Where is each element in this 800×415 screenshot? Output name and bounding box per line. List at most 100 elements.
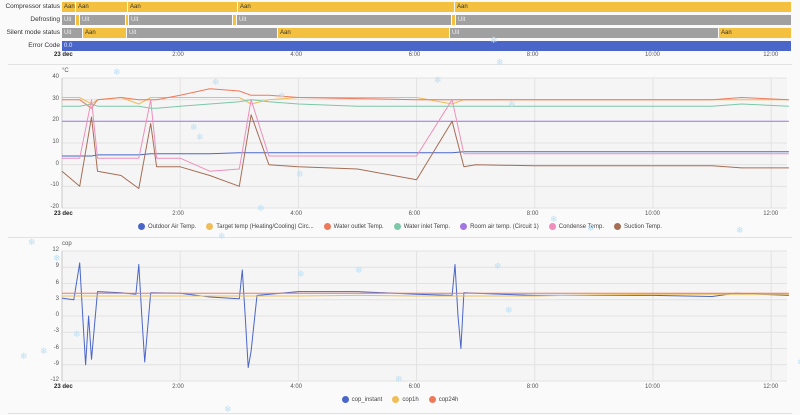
y-axis-tick: -3 [53,328,59,335]
timeline-segment[interactable]: Aan [238,2,455,12]
timeline-segment[interactable]: 0.0 [62,41,792,51]
timeline-row: Defrosting Uit Uit Uit Uit Uit [0,15,800,25]
state-timeline: Compressor status Aan Aan Aan Aan Aan Defrosti… [0,0,800,62]
timeline-segment[interactable]: Uit [62,15,76,25]
legend-color-dot-icon [341,396,349,403]
timeline-segment[interactable]: Uit [80,15,126,25]
timeline-segment[interactable] [76,15,80,25]
divider-cop-chart [8,413,792,414]
legend-item[interactable]: Room air temp. (Circuit 1) [460,223,539,230]
y-axis-tick: -12 [50,377,59,383]
legend-item[interactable]: Outdoor Air Temp. [138,223,196,230]
timeline-segment[interactable]: Aan [455,2,792,12]
timeline-segment[interactable] [452,15,456,25]
x-axis-tick: 2:00 [172,384,184,390]
y-axis-tick: -10 [50,182,59,189]
timeline-segment[interactable]: Uit [129,15,233,25]
timeline-x-tick: 8:00 [526,52,539,58]
y-axis-unit: °C [62,68,69,74]
x-axis-tick: 8:00 [526,211,539,217]
x-axis-tick: 4:00 [290,384,303,390]
timeline-segment[interactable] [233,15,237,25]
legend-color-dot-icon [460,223,468,230]
timeline-segment[interactable]: Uit [450,28,719,38]
x-axis-tick: 23 dec [54,211,73,217]
chart-legend: Outdoor Air Temp. Target temp (Heating/Co… [0,223,800,232]
timeline-segment[interactable]: Uit [237,15,452,25]
timeline-segment[interactable]: Aan [83,28,127,38]
timeline-segment[interactable]: Uit [456,15,792,25]
legend-item[interactable]: cop_instant [341,396,383,403]
x-axis-tick: 4:00 [290,211,303,217]
timeline-segment[interactable]: Aan [62,2,76,12]
x-axis-tick: 10:00 [645,211,661,217]
y-axis-tick: 0 [55,160,59,167]
y-axis-tick: 12 [52,247,59,253]
y-axis-tick: 20 [52,117,59,124]
legend-label: cop24h [438,396,459,403]
legend-label: cop1h [402,396,419,403]
chart-legend: cop_instant cop1h cop24h [0,396,800,405]
legend-item[interactable]: Water inlet Temp. [393,223,450,230]
timeline-segment[interactable] [126,15,129,25]
y-axis-tick: -9 [53,360,59,367]
legend-label: Outdoor Air Temp. [148,223,197,230]
y-axis-tick: 0 [55,312,59,318]
legend-item[interactable]: cop24h [428,396,459,403]
y-axis-tick: 3 [55,295,59,302]
timeline-segment[interactable]: Uit [127,28,278,38]
series-line [62,151,789,157]
timeline-segment[interactable]: Uit [62,28,83,38]
x-axis-tick: 8:00 [526,384,539,390]
timeline-segment[interactable]: Aan [76,2,128,12]
y-axis-tick: 6 [55,279,59,286]
x-axis-tick: 10:00 [645,384,661,390]
legend-item[interactable]: Target temp (Heating/Cooling) Circ... [206,223,314,230]
temperature-chart: 40 30 20 10 0 -10 -20 23 dec 2:00 4:00 6:00 8:00 10:… [0,66,800,234]
timeline-x-tick: 12:00 [763,52,779,58]
timeline-row: Error Code 0.0 [0,41,800,51]
y-axis-tick: 9 [55,263,59,270]
timeline-row-label: Error Code [28,42,60,49]
series-line [62,99,789,109]
divider-temp-chart [8,237,792,238]
divider-timeline [8,64,792,65]
legend-label: Suction Temp. [624,223,662,230]
timeline-segment[interactable]: Aan [719,28,792,38]
legend-item[interactable]: Water outlet Temp. [323,223,384,230]
legend-color-dot-icon [323,223,331,230]
legend-item[interactable]: Suction Temp. [614,223,662,230]
x-axis-tick: 2:00 [172,211,184,217]
x-axis-tick: 12:00 [763,384,779,390]
series-line [62,99,789,172]
timeline-x-tick: 6:00 [408,52,421,58]
timeline-segment[interactable]: Aan [128,2,238,12]
timeline-x-tick: 4:00 [290,52,303,58]
timeline-row-label: Silent mode status [6,29,60,36]
x-axis-tick: 6:00 [408,211,421,217]
timeline-row: Silent mode status Uit Aan Uit Aan Uit Aan [0,28,800,38]
legend-label: Target temp (Heating/Cooling) Circ... [216,223,314,230]
legend-color-dot-icon [206,223,214,230]
legend-color-dot-icon [614,223,622,230]
legend-color-dot-icon [393,223,401,230]
y-axis-tick: 10 [52,139,59,145]
timeline-row: Compressor status Aan Aan Aan Aan Aan [0,2,800,12]
series-line [62,293,789,297]
legend-item[interactable]: cop1h [392,396,419,403]
y-axis-tick: -20 [50,204,59,210]
legend-color-dot-icon [548,223,556,230]
y-axis-tick: 40 [52,74,59,80]
x-axis-tick: 6:00 [408,384,421,390]
legend-label: cop_instant [351,396,383,403]
timeline-segment[interactable]: Aan [278,28,450,38]
y-axis-tick: 30 [52,95,59,102]
legend-label: Room air temp. (Circuit 1) [470,223,539,230]
timeline-row-label: Compressor status [5,3,60,10]
timeline-x-tick: 23 dec [54,52,73,58]
timeline-x-tick: 2:00 [172,52,184,58]
legend-item[interactable]: Condense Temp. [548,223,604,230]
chart-plot-area [61,77,789,209]
y-axis-tick: -6 [53,344,59,351]
y-axis-unit: cop [62,241,72,247]
